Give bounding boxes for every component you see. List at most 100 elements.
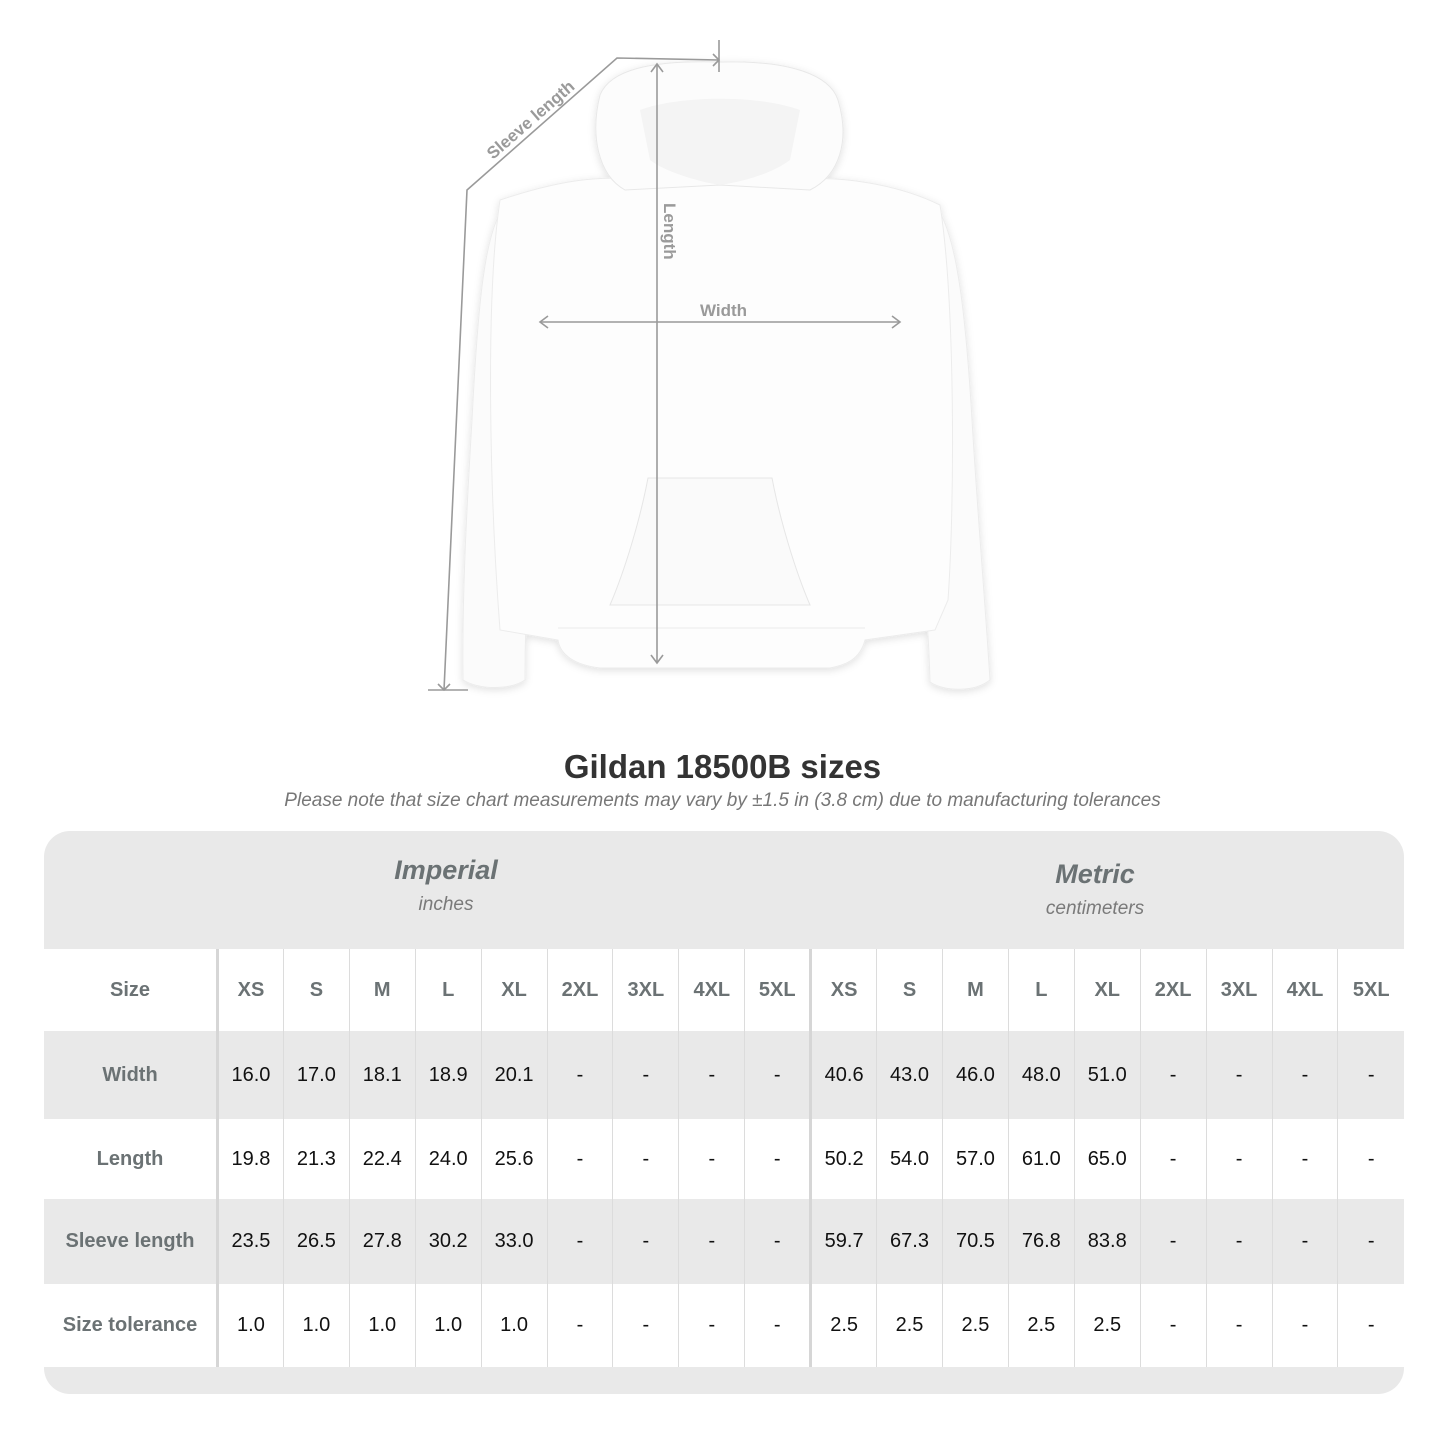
row-label: Length (44, 1119, 219, 1199)
table-row: Size tolerance 1.0 1.0 1.0 1.0 1.0- - - -2.5 2.5 2… (44, 1284, 1404, 1367)
size-column-header: M (941, 949, 1009, 1031)
imperial-cell: 33.0 (480, 1199, 548, 1284)
size-column-header: XL (1073, 949, 1141, 1031)
imperial-cell: - (678, 1119, 745, 1199)
metric-cell: - (1337, 1031, 1404, 1119)
metric-cell: 2.5 (1073, 1284, 1141, 1367)
hoodie-measurement-diagram: Sleeve length Length Width (428, 40, 991, 692)
imperial-cell: - (678, 1031, 745, 1119)
metric-cell: - (1337, 1284, 1404, 1367)
size-column-header: XL (480, 949, 548, 1031)
row-label: Width (44, 1031, 219, 1119)
metric-cell: 54.0 (876, 1119, 943, 1199)
metric-cell: - (1337, 1199, 1404, 1284)
imperial-cell: - (612, 1284, 679, 1367)
imperial-cell: 17.0 (282, 1031, 350, 1119)
imperial-cell: 22.4 (348, 1119, 416, 1199)
imperial-cell: 24.0 (414, 1119, 482, 1199)
metric-cell: 2.5 (876, 1284, 943, 1367)
imperial-cell: 26.5 (282, 1199, 350, 1284)
imperial-cell: 23.5 (217, 1199, 284, 1284)
page-title: Gildan 18500B sizes (563, 748, 882, 785)
imperial-cell: - (744, 1119, 811, 1199)
metric-title: Metric (1055, 859, 1135, 889)
imperial-cell: - (546, 1199, 613, 1284)
metric-cell: 43.0 (876, 1031, 943, 1119)
size-column-header: 3XL (612, 949, 679, 1031)
metric-cell: 46.0 (941, 1031, 1009, 1119)
size-column-header: 3XL (1205, 949, 1272, 1031)
table-header-row: Size XS S M L XL 2XL 3XL 4XL 5XL XS S M L XL 2XL 3XL 4XL 5… (44, 949, 1404, 1031)
metric-cell: - (1205, 1031, 1272, 1119)
size-column-header: M (348, 949, 416, 1031)
size-column-header: L (414, 949, 482, 1031)
imperial-cell: 1.0 (414, 1284, 482, 1367)
size-column-header: XS (809, 949, 877, 1031)
size-table: Size XS S M L XL 2XL 3XL 4XL 5XL XS S M L XL 2XL 3XL 4XL 5… (44, 949, 1404, 1367)
imperial-cell: 25.6 (480, 1119, 548, 1199)
metric-cell: - (1139, 1031, 1207, 1119)
size-column-header: 4XL (1271, 949, 1338, 1031)
imperial-cell: - (546, 1284, 613, 1367)
size-chart-table: Imperial inches Metric centimeters Size X… (44, 831, 1404, 1394)
imperial-cell: - (546, 1119, 613, 1199)
tolerance-note: Please note that size chart measurements… (284, 790, 1161, 811)
size-column-header: 5XL (1337, 949, 1404, 1031)
imperial-unit: inches (418, 894, 474, 915)
size-header: Size (44, 949, 219, 1031)
metric-cell: 83.8 (1073, 1199, 1141, 1284)
imperial-cell: - (546, 1031, 613, 1119)
metric-cell: 70.5 (941, 1199, 1009, 1284)
size-column-header: 2XL (1139, 949, 1207, 1031)
metric-cell: - (1139, 1284, 1207, 1367)
metric-cell: 76.8 (1007, 1199, 1075, 1284)
sleeve-length-label: Sleeve length (483, 77, 578, 163)
metric-cell: 50.2 (809, 1119, 877, 1199)
imperial-cell: 16.0 (217, 1031, 284, 1119)
size-column-header: 4XL (678, 949, 745, 1031)
metric-header: Metric centimeters (811, 859, 1379, 920)
imperial-cell: - (744, 1199, 811, 1284)
metric-cell: 65.0 (1073, 1119, 1141, 1199)
table-row: Length 19.8 21.3 22.4 24.0 25.6- - - -50.2 54.0 57… (44, 1119, 1404, 1199)
imperial-cell: - (612, 1031, 679, 1119)
metric-cell: - (1139, 1119, 1207, 1199)
table-row: Width 16.0 17.0 18.1 18.9 20.1- - - -40.6 43.0 46.… (44, 1031, 1404, 1119)
metric-unit: centimeters (1045, 898, 1145, 919)
metric-cell: - (1205, 1284, 1272, 1367)
metric-cell: - (1271, 1284, 1338, 1367)
metric-cell: 61.0 (1007, 1119, 1075, 1199)
metric-cell: 2.5 (1007, 1284, 1075, 1367)
metric-cell: 2.5 (941, 1284, 1009, 1367)
imperial-cell: 1.0 (282, 1284, 350, 1367)
size-column-header: 5XL (744, 949, 811, 1031)
metric-cell: - (1337, 1119, 1404, 1199)
size-column-header: L (1007, 949, 1075, 1031)
imperial-cell: - (612, 1119, 679, 1199)
size-column-header: S (282, 949, 350, 1031)
imperial-cell: 30.2 (414, 1199, 482, 1284)
imperial-cell: 18.9 (414, 1031, 482, 1119)
metric-cell: 40.6 (809, 1031, 877, 1119)
metric-cell: - (1271, 1199, 1338, 1284)
metric-cell: - (1139, 1199, 1207, 1284)
imperial-cell: - (744, 1284, 811, 1367)
length-label: Length (660, 203, 679, 260)
imperial-cell: - (678, 1284, 745, 1367)
imperial-cell: 27.8 (348, 1199, 416, 1284)
metric-cell: - (1205, 1199, 1272, 1284)
size-column-header: S (876, 949, 943, 1031)
metric-cell: - (1271, 1119, 1338, 1199)
imperial-cell: 18.1 (348, 1031, 416, 1119)
imperial-header: Imperial inches (217, 855, 675, 916)
metric-cell: - (1205, 1119, 1272, 1199)
table-row: Sleeve length 23.5 26.5 27.8 30.2 33.0- - - -59.… (44, 1199, 1404, 1284)
metric-cell: 51.0 (1073, 1031, 1141, 1119)
imperial-cell: 20.1 (480, 1031, 548, 1119)
imperial-cell: - (612, 1199, 679, 1284)
imperial-cell: 1.0 (217, 1284, 284, 1367)
imperial-cell: 1.0 (480, 1284, 548, 1367)
metric-cell: 48.0 (1007, 1031, 1075, 1119)
metric-cell: 2.5 (809, 1284, 877, 1367)
imperial-cell: 19.8 (217, 1119, 284, 1199)
